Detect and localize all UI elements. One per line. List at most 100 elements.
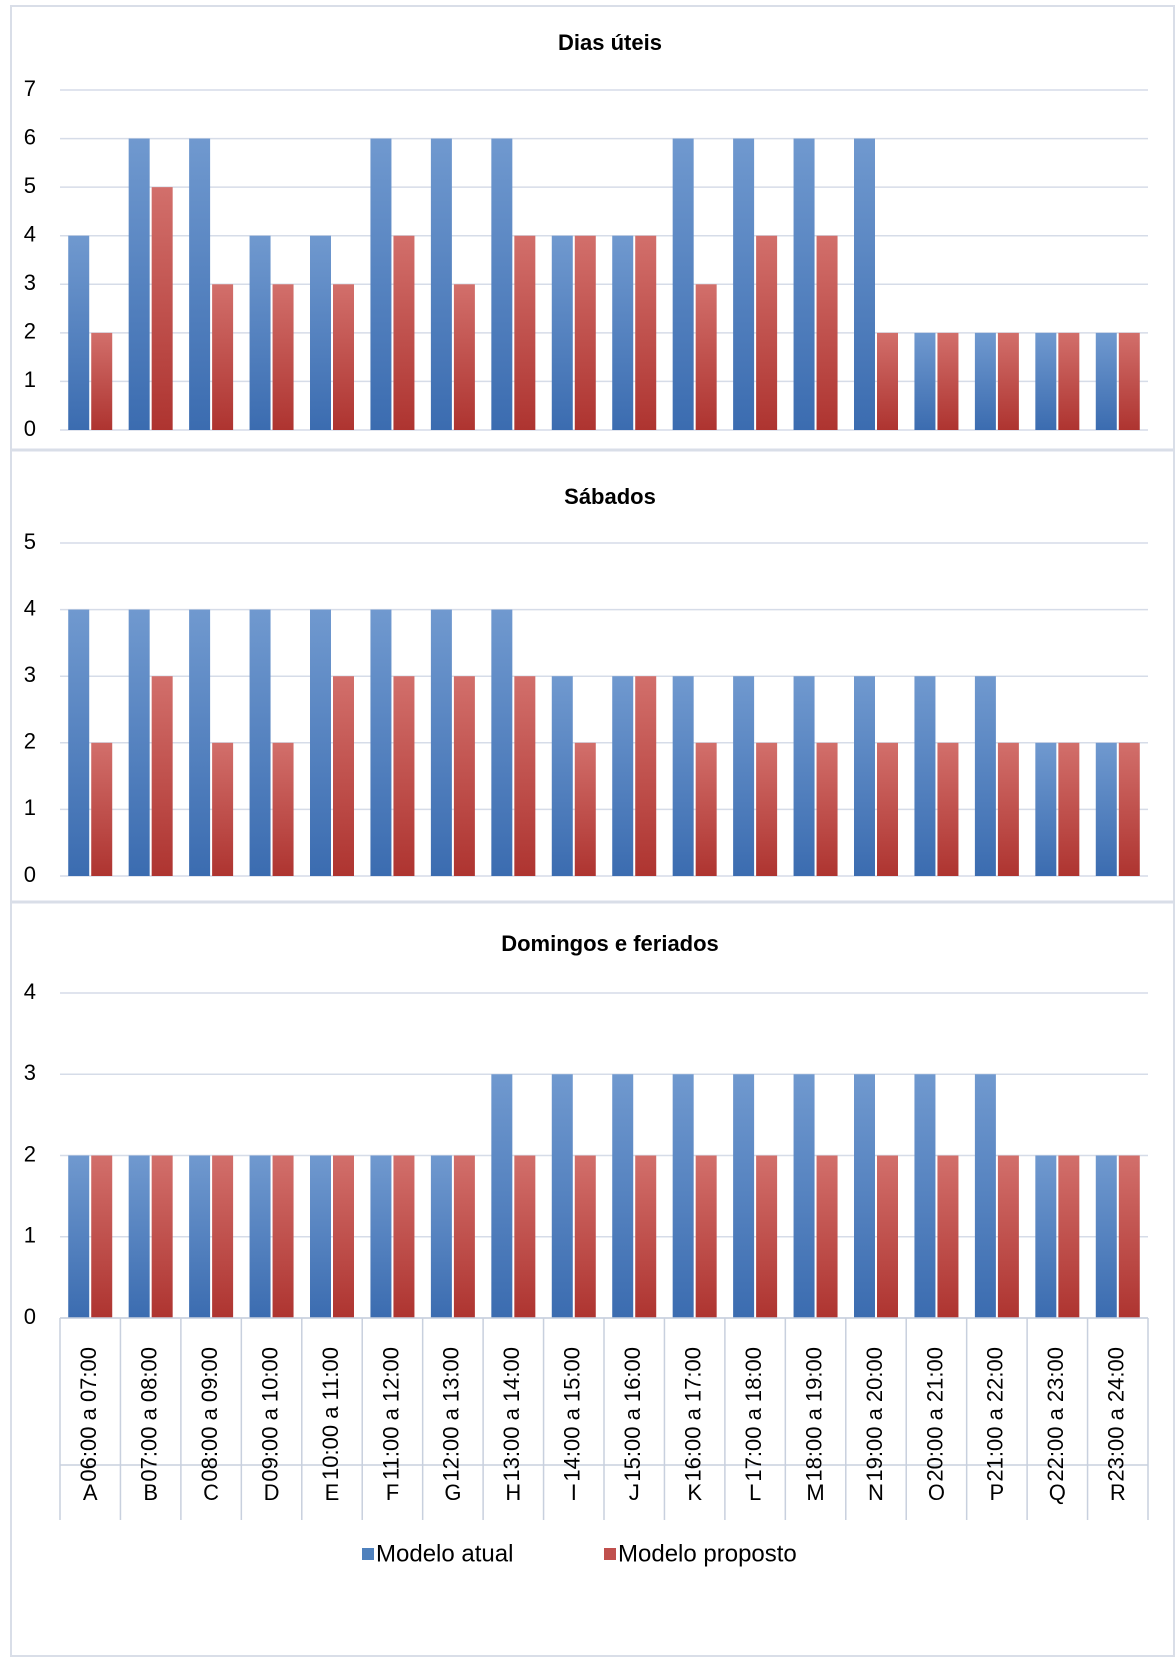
x-tick-label-hour: 08:00 a 09:00 [197, 1347, 222, 1482]
bar-modelo-proposto [756, 235, 778, 430]
x-tick-label-hour: 19:00 a 20:00 [862, 1347, 887, 1482]
bar-modelo-proposto [91, 742, 113, 876]
bar-modelo-proposto [695, 284, 717, 430]
bar-modelo-atual [672, 1074, 694, 1318]
bar-modelo-proposto [514, 1155, 536, 1318]
x-tick-label-hour: 22:00 a 23:00 [1043, 1347, 1068, 1482]
x-tick-label-letter: D [264, 1480, 280, 1505]
bar-modelo-proposto [393, 676, 415, 876]
y-tick-label: 0 [24, 862, 36, 887]
x-tick-label-hour: 16:00 a 17:00 [680, 1347, 705, 1482]
bar-modelo-atual [551, 235, 573, 430]
bar-modelo-atual [491, 138, 513, 431]
bar-modelo-proposto [212, 284, 234, 430]
bar-modelo-atual [310, 609, 331, 876]
bar-modelo-proposto [877, 1155, 898, 1318]
bar-modelo-atual [370, 609, 392, 876]
x-tick-label-letter: A [83, 1480, 98, 1505]
bar-modelo-proposto [91, 1155, 113, 1318]
bar-modelo-proposto [997, 742, 1019, 876]
y-tick-label: 6 [24, 124, 36, 149]
bar-modelo-proposto [816, 1155, 838, 1318]
y-tick-label: 4 [24, 979, 36, 1004]
bar-modelo-atual [189, 138, 211, 431]
x-tick-label-letter: L [749, 1480, 761, 1505]
bar-modelo-atual [491, 609, 513, 876]
y-tick-label: 2 [24, 319, 36, 344]
bar-modelo-atual [68, 1155, 90, 1318]
y-tick-label: 1 [24, 367, 36, 392]
bar-modelo-proposto [1058, 742, 1080, 876]
bar-modelo-atual [793, 138, 815, 431]
bar-modelo-proposto [816, 742, 838, 876]
legend: Modelo atual Modelo proposto [362, 1540, 797, 1567]
bar-modelo-proposto [453, 1155, 475, 1318]
y-tick-label: 5 [24, 529, 36, 554]
bar-modelo-atual [430, 138, 452, 431]
x-tick-label-letter: J [629, 1480, 640, 1505]
bar-modelo-atual [1035, 1155, 1057, 1318]
bar-modelo-proposto [272, 742, 294, 876]
bar-modelo-atual [68, 609, 90, 876]
bar-modelo-proposto [937, 742, 959, 876]
x-tick-label-hour: 09:00 a 10:00 [257, 1347, 282, 1482]
bar-modelo-proposto [1058, 1155, 1080, 1318]
x-tick-label-hour: 21:00 a 22:00 [983, 1347, 1008, 1482]
x-tick-label-hour: 13:00 a 14:00 [499, 1347, 524, 1482]
x-tick-label-hour: 23:00 a 24:00 [1104, 1347, 1129, 1482]
bar-modelo-proposto [151, 676, 173, 876]
bar-modelo-proposto [212, 1155, 234, 1318]
bar-modelo-proposto [1118, 742, 1140, 876]
x-tick-label-letter: I [571, 1480, 577, 1505]
legend-label: Modelo atual [376, 1540, 513, 1567]
legend-label: Modelo proposto [618, 1540, 797, 1567]
bar-modelo-atual [189, 1155, 211, 1318]
y-tick-label: 4 [24, 595, 36, 620]
x-tick-label-letter: H [505, 1480, 521, 1505]
x-tick-label-hour: 07:00 a 08:00 [136, 1347, 161, 1482]
bar-modelo-atual [793, 676, 815, 876]
legend-swatch [362, 1548, 374, 1560]
bar-modelo-atual [733, 138, 755, 431]
chart-panel-1: Dias úteis 0 1 2 3 4 5 6 7 [24, 30, 1148, 441]
bar-modelo-proposto [91, 332, 113, 430]
bar-modelo-atual [974, 676, 996, 876]
bar-modelo-atual [1095, 742, 1117, 876]
bar-modelo-atual [128, 609, 150, 876]
y-tick-label: 0 [24, 1304, 36, 1329]
x-tick-label-hour: 18:00 a 19:00 [801, 1347, 826, 1482]
x-tick-label-hour: 14:00 a 15:00 [560, 1347, 585, 1482]
bar-modelo-proposto [212, 742, 234, 876]
x-tick-label-letter: O [928, 1480, 945, 1505]
bar-modelo-proposto [635, 235, 657, 430]
x-tick-label-letter: N [868, 1480, 884, 1505]
y-tick-label: 2 [24, 729, 36, 754]
bar-modelo-atual [370, 138, 392, 431]
bar-modelo-atual [1035, 742, 1057, 876]
legend-item-modelo-proposto: Modelo proposto [604, 1540, 797, 1567]
bar-modelo-proposto [453, 284, 475, 430]
bar-modelo-atual [249, 1155, 271, 1318]
chart-title: Sábados [564, 484, 656, 509]
bar-modelo-atual [68, 235, 90, 430]
bar-modelo-atual [1095, 1155, 1117, 1318]
bar-modelo-proposto [514, 676, 536, 876]
x-tick-label-letter: R [1110, 1480, 1126, 1505]
y-tick-label: 1 [24, 1223, 36, 1248]
bar-modelo-atual [128, 1155, 150, 1318]
bar-modelo-atual [672, 676, 694, 876]
bar-modelo-proposto [272, 1155, 294, 1318]
bar-modelo-proposto [333, 284, 354, 430]
bar-modelo-proposto [1118, 1155, 1140, 1318]
x-tick-label-hour: 12:00 a 13:00 [439, 1347, 464, 1482]
bar-modelo-atual [430, 609, 452, 876]
bar-modelo-atual [1035, 332, 1057, 430]
bar-modelo-atual [914, 1074, 936, 1318]
x-tick-label-letter: G [444, 1480, 461, 1505]
legend-item-modelo-atual: Modelo atual [362, 1540, 513, 1567]
chart-title: Domingos e feriados [501, 931, 719, 956]
x-tick-label-letter: P [990, 1480, 1005, 1505]
x-tick-label-letter: K [687, 1480, 702, 1505]
